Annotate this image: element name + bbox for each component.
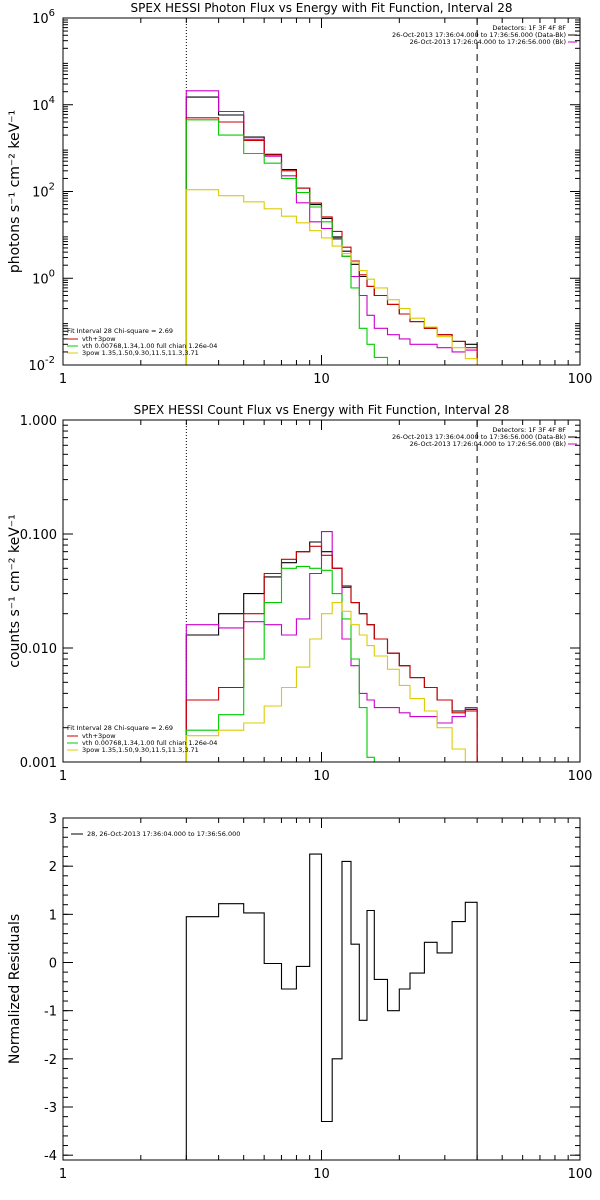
y-tick-label: -4 (44, 1149, 57, 1164)
residuals-series-group (185, 853, 478, 1160)
residuals-frame (62, 817, 581, 1161)
legend-top-right-text: 26-Oct-2013 17:36:04.000 to 17:36:56.000… (392, 433, 566, 441)
legend-bottom-left-header: Fit Interval 28 Chi-square = 2.69 (67, 327, 173, 335)
series-line-4 (185, 602, 466, 762)
x-tick-label: 10 (313, 372, 330, 387)
x-tick-label: 100 (568, 1167, 593, 1182)
photon-flux-title: SPEX HESSI Photon Flux vs Energy with Fi… (131, 1, 513, 15)
legend-top-right-text: Detectors: 1F 3F 4F 8F (492, 24, 566, 32)
count-flux-title: SPEX HESSI Count Flux vs Energy with Fit… (134, 403, 510, 417)
x-tick-label: 1 (59, 769, 67, 784)
y-tick-label: 0 (49, 957, 57, 972)
legend-bottom-left-text: vth+3pow (82, 732, 116, 740)
x-tick-label: 1 (59, 1167, 67, 1182)
x-tick-label: 1 (59, 372, 67, 387)
x-tick-label: 10 (313, 769, 330, 784)
count-flux-panel: SPEX HESSI Count Flux vs Energy with Fit… (7, 403, 593, 784)
legend-bottom-left-text: vth 0.00768,1.34,1.00 full chian 1.26e-0… (82, 739, 217, 747)
series-line-0 (185, 853, 478, 1160)
y-tick-label: -2 (44, 1053, 57, 1068)
photon-flux-ylabel: photons s⁻¹ cm⁻² keV⁻¹ (7, 110, 23, 273)
y-tick-label: 102 (32, 182, 55, 201)
residuals-panel: Normalized Residuals 1 10 100 -4 -3 -2 -1 0 1 2 3 28… (7, 812, 593, 1182)
series-line-3 (185, 119, 478, 365)
y-tick-label: -3 (44, 1101, 57, 1116)
series-line-2 (185, 117, 478, 365)
legend-top-right-text: 26-Oct-2013 17:26:04.000 to 17:26:56.000… (410, 38, 566, 46)
legend-bottom-left-text: vth 0.00768,1.34,1.00 full chian 1.26e-0… (82, 342, 217, 350)
y-tick-label: 1 (49, 908, 57, 923)
count-flux-frame (62, 419, 581, 763)
y-tick-label: 2 (49, 860, 57, 875)
legend-top-right-text: 26-Oct-2013 17:36:04.000 to 17:36:56.000… (392, 31, 566, 39)
x-tick-label: 100 (568, 769, 593, 784)
y-tick-label: 0.001 (20, 756, 57, 771)
legend-bottom-left-text: 3pow 1.35,1.50,9.30,11.5,11.3,3.71 (82, 349, 199, 357)
x-tick-label: 10 (313, 1167, 330, 1182)
y-tick-label: 106 (32, 8, 55, 27)
legend-top-left-text: 28, 26-Oct-2013 17:36:04.000 to 17:36:56… (87, 830, 240, 838)
y-tick-label: 104 (32, 95, 55, 114)
y-tick-label: 10-2 (28, 355, 55, 374)
legend-top-right-text: 26-Oct-2013 17:26:04.000 to 17:26:56.000… (410, 440, 566, 448)
photon-flux-panel: SPEX HESSI Photon Flux vs Energy with Fi… (7, 1, 593, 387)
y-tick-label: 0.100 (20, 528, 57, 543)
residuals-ylabel: Normalized Residuals (7, 914, 23, 1064)
photon-flux-frame (62, 17, 581, 366)
y-tick-label: -1 (44, 1005, 57, 1020)
legend-bottom-left-text: vth+3pow (82, 335, 116, 343)
count-flux-ylabel: counts s⁻¹ cm⁻² keV⁻¹ (7, 514, 23, 668)
photon-flux-series-group (185, 90, 478, 365)
legend-bottom-left-text: 3pow 1.35,1.50,9.30,11.5,11.3,3.71 (82, 746, 199, 754)
series-line-4 (185, 189, 478, 365)
y-tick-label: 3 (49, 812, 57, 827)
series-line-3 (185, 565, 375, 762)
x-tick-label: 100 (568, 372, 593, 387)
series-line-2 (185, 545, 478, 762)
series-line-1 (185, 90, 478, 365)
y-tick-label: 1.000 (20, 414, 57, 429)
y-tick-label: 0.010 (20, 642, 57, 657)
legend-bottom-left-header: Fit Interval 28 Chi-square = 2.69 (67, 724, 173, 732)
legend-top-right-text: Detectors: 1F 3F 4F 8F (492, 426, 566, 434)
count-flux-series-group (185, 531, 478, 762)
series-line-0 (185, 96, 478, 365)
y-tick-label: 100 (32, 268, 55, 287)
